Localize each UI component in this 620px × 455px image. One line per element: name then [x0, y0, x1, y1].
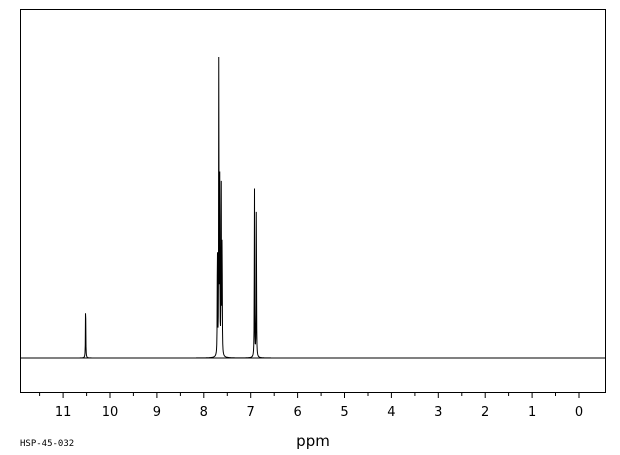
- tick-label: 11: [55, 405, 72, 420]
- tick-label: 0: [575, 405, 583, 420]
- tick-label: 4: [387, 405, 395, 420]
- spectrum-code-label: HSP-45-032: [20, 439, 74, 449]
- spectrum-trace: [21, 56, 605, 359]
- tick-label: 2: [481, 405, 489, 420]
- x-axis-ticks: [39, 392, 580, 398]
- tick-label: 8: [200, 405, 208, 420]
- tick-label: 5: [340, 405, 348, 420]
- tick-label: 10: [102, 405, 119, 420]
- x-axis-title: ppm: [296, 432, 330, 450]
- plot-frame: [20, 9, 606, 393]
- tick-label: 7: [247, 405, 255, 420]
- tick-label: 1: [528, 405, 536, 420]
- tick-label: 9: [153, 405, 161, 420]
- x-axis-tick-labels: 11 10 9 8 7 6 5 4 3 2 1 0: [55, 405, 583, 420]
- tick-label: 3: [434, 405, 442, 420]
- tick-label: 6: [293, 405, 301, 420]
